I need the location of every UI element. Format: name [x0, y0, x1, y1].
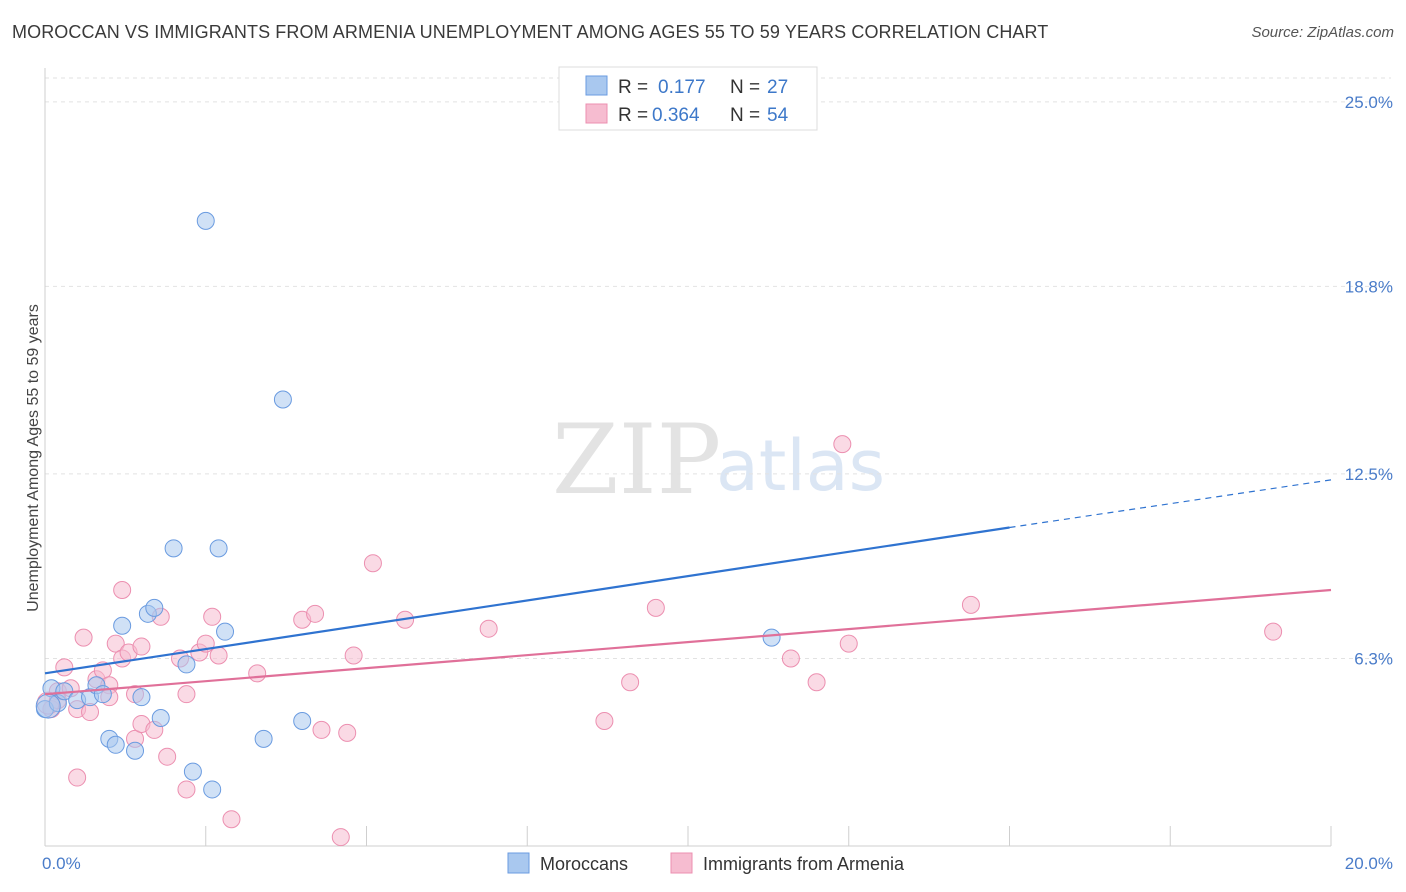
moroccans-point-9	[106, 735, 125, 754]
armenia-point-26	[177, 780, 196, 799]
legend-swatch-armenia	[585, 103, 608, 124]
bottom-legend-label-moroccans: Moroccans	[540, 854, 628, 874]
legend-n-label-moroccans: N =	[730, 77, 760, 98]
moroccans-point-19	[196, 211, 215, 230]
moroccans-point-10	[113, 616, 132, 635]
bottom-legend-swatch-moroccans	[507, 852, 530, 874]
bottom-legend: Moroccans Immigrants from Armenia	[507, 852, 905, 874]
moroccans-point-22	[216, 622, 235, 641]
trend-lines	[44, 479, 1332, 696]
armenia-point-39	[363, 554, 382, 573]
chart-title: MOROCCAN VS IMMIGRANTS FROM ARMENIA UNEM…	[12, 22, 1049, 42]
armenia-point-44	[646, 598, 665, 617]
moroccans-point-21	[209, 539, 228, 558]
y-tick-label-3: 6.3%	[1354, 649, 1393, 668]
legend-n-value-moroccans: 27	[767, 77, 788, 98]
y-tick-label-0: 25.0%	[1345, 93, 1393, 112]
armenia-point-25	[177, 685, 196, 704]
moroccans-point-cluster	[35, 693, 61, 719]
armenia-point-32	[248, 664, 267, 683]
armenia-point-13	[106, 634, 125, 653]
armenia-point-43	[621, 673, 640, 692]
trend-line-moroccans	[44, 526, 1010, 675]
moroccans-point-20	[203, 780, 222, 799]
bottom-legend-swatch-armenia	[670, 852, 693, 874]
legend-r-value-armenia: 0.364	[652, 105, 700, 126]
moroccans-point-15	[151, 709, 170, 727]
armenia-point-29	[203, 607, 222, 626]
armenia-point-31	[222, 810, 241, 829]
moroccans-point-12	[132, 688, 151, 707]
armenia-point-49	[961, 595, 980, 614]
moroccans-point-11	[126, 741, 145, 760]
y-tick-label-2: 12.5%	[1345, 465, 1393, 484]
armenia-point-38	[344, 646, 363, 665]
armenia-point-47	[833, 435, 852, 454]
x-tick-label-1: 20.0%	[1345, 854, 1393, 873]
trend-line-moroccans-extension	[1009, 479, 1332, 529]
armenia-point-15	[113, 581, 132, 599]
moroccans-point-18	[183, 762, 202, 781]
armenia-point-3	[55, 658, 74, 677]
moroccans-point-17	[177, 655, 196, 674]
y-axis-label: Unemployment Among Ages 55 to 59 years	[25, 304, 42, 612]
armenia-point-23	[158, 747, 177, 766]
moroccans-point-25	[293, 711, 312, 730]
armenia-point-46	[807, 673, 826, 692]
trend-line-armenia	[44, 588, 1332, 696]
x-tick-labels: 0.0% 20.0%	[42, 854, 1393, 873]
armenia-point-35	[312, 720, 331, 739]
legend-r-value-moroccans: 0.177	[658, 77, 706, 98]
armenia-point-36	[331, 828, 350, 847]
armenia-point-50	[1264, 622, 1283, 641]
moroccans-point-26	[762, 628, 781, 647]
series-moroccans-points	[35, 211, 781, 799]
y-tick-label-1: 18.8%	[1345, 277, 1393, 296]
moroccans-point-14	[145, 598, 164, 617]
moroccans-point-16	[164, 539, 183, 558]
armenia-point-30	[209, 646, 228, 665]
legend-swatch-moroccans	[585, 75, 608, 96]
bottom-legend-label-armenia: Immigrants from Armenia	[703, 854, 905, 874]
source-credit: Source: ZipAtlas.com	[1251, 24, 1394, 41]
armenia-point-37	[338, 723, 357, 742]
x-tick-label-0: 0.0%	[42, 854, 81, 873]
watermark-zip: ZIP	[552, 404, 721, 516]
armenia-point-42	[595, 711, 614, 730]
legend-n-value-armenia: 54	[767, 105, 789, 126]
moroccans-point-23	[254, 729, 273, 748]
y-tick-labels: 25.0% 18.8% 12.5% 6.3%	[1345, 93, 1393, 669]
moroccans-point-24	[273, 390, 292, 409]
legend-r-label-moroccans: R =	[618, 77, 648, 98]
watermark-atlas: atlas	[716, 425, 885, 507]
top-legend: R = 0.177 N = 27 R = 0.364 N = 54	[558, 66, 818, 131]
legend-r-label-armenia: R =	[618, 105, 648, 126]
armenia-point-7	[74, 628, 93, 647]
armenia-point-41	[479, 619, 498, 638]
armenia-point-45	[781, 649, 800, 668]
armenia-point-20	[132, 637, 151, 656]
armenia-point-6	[68, 768, 87, 787]
armenia-point-48	[839, 634, 858, 653]
legend-n-label-armenia: N =	[730, 105, 760, 126]
armenia-point-34	[306, 604, 325, 623]
